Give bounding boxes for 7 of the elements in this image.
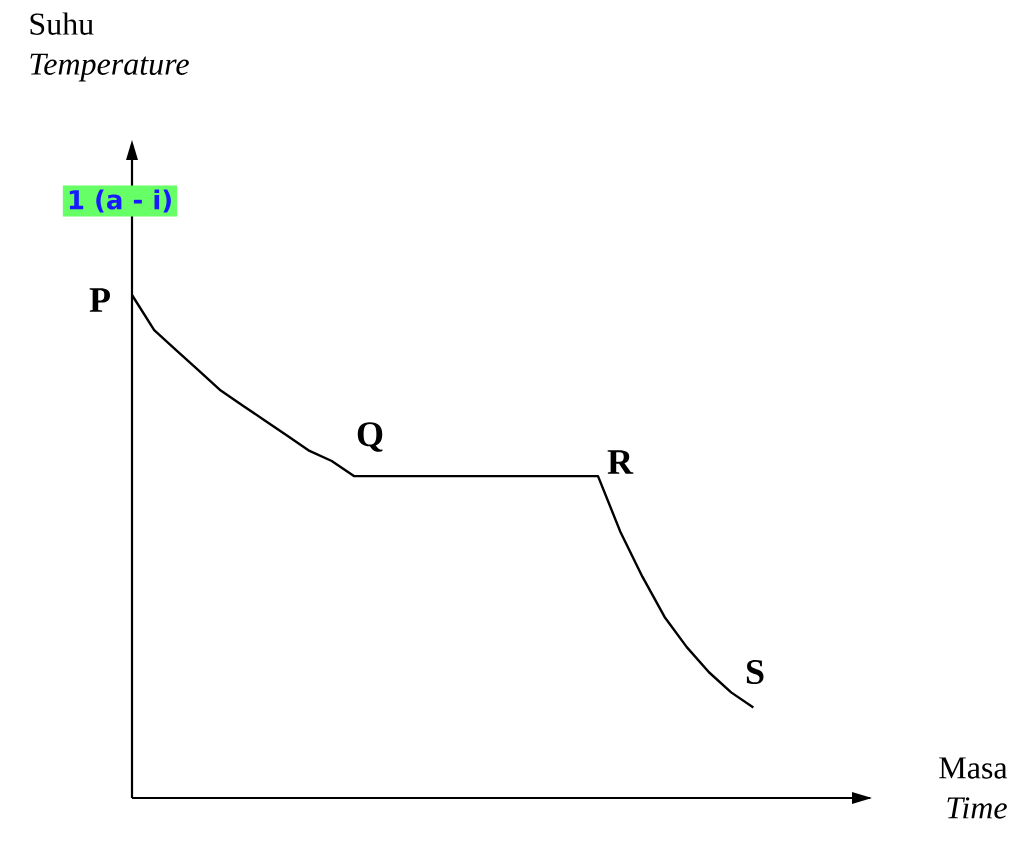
text: Suhu Temperature — [30, 12, 189, 82]
text: Masa Time — [939, 757, 1008, 819]
text: P — [89, 288, 110, 312]
annotation: R — [607, 450, 634, 474]
annotation: Q — [357, 422, 383, 452]
annotation: S — [746, 659, 764, 685]
text: 1 (a - i) — [69, 189, 171, 213]
